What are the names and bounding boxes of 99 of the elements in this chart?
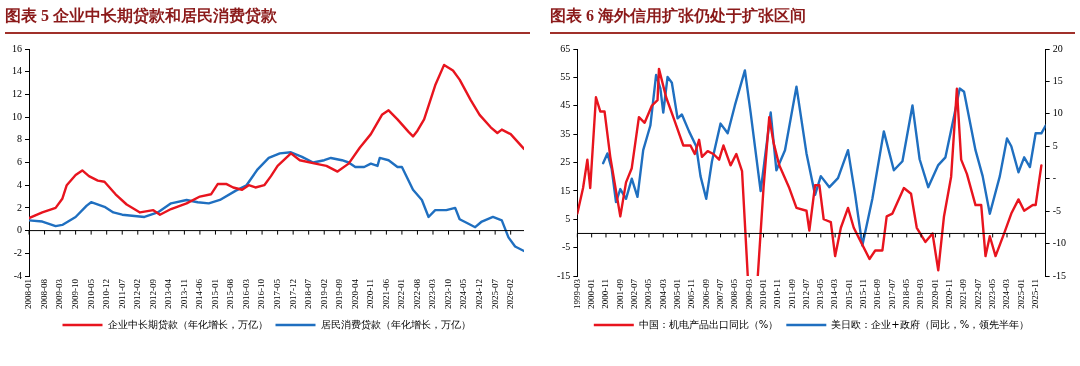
x-tick-label: 2019-09	[334, 278, 345, 309]
x-tick-label: 2017-12	[287, 279, 298, 309]
x-tick-label: 2012-07	[800, 278, 811, 309]
y-tick-label: 5	[565, 212, 571, 224]
x-tick-label: 2015-01	[843, 279, 854, 309]
y-tick-label: -5	[561, 241, 571, 253]
x-tick-label: 2020-04	[349, 278, 360, 309]
x-tick-label: 2015-08	[225, 278, 236, 309]
x-tick-label: 2011-07	[116, 278, 127, 309]
x-tick-label: 2011-09	[786, 278, 797, 309]
legend-label: 中国：机电产品出口同比（%）	[638, 318, 779, 330]
x-tick-label: 2010-11	[772, 279, 783, 309]
x-tick-label: 2014-06	[194, 278, 205, 309]
x-tick-label: 2013-05	[815, 278, 826, 309]
x-tick-label: 2015-11	[858, 279, 869, 309]
y-tick-label: 55	[560, 71, 571, 82]
y-tick-label: 6	[17, 156, 22, 168]
y-tick-label: 12	[12, 88, 22, 100]
y-tick-label: 2	[17, 201, 22, 213]
x-tick-label: 2010-01	[757, 279, 768, 309]
x-tick-label: 2009-10	[69, 278, 80, 309]
y-tick-label: 65	[560, 42, 571, 54]
x-tick-label: 2021-09	[958, 278, 969, 309]
x-tick-label: 2012-02	[132, 279, 143, 309]
x-tick-label: 2020-01	[929, 279, 940, 309]
y-tick-label: 25	[560, 156, 571, 168]
x-tick-label: 2009-03	[54, 278, 65, 309]
x-tick-label: 2016-10	[256, 278, 267, 309]
y2-tick-label: 20	[1052, 42, 1063, 54]
chart-title: 图表 6 海外信用扩张仍处于扩张区间	[550, 0, 1075, 34]
x-tick-label: 2005-01	[671, 279, 682, 309]
x-tick-label: 2001-09	[614, 278, 625, 309]
x-tick-label: 2000-01	[586, 279, 597, 309]
y-tick-label: 8	[17, 133, 22, 145]
x-tick-label: 2022-01	[396, 279, 407, 309]
x-tick-label: 2017-05	[271, 278, 282, 309]
x-tick-label: 2013-04	[163, 278, 174, 309]
x-tick-label: 2007-07	[714, 278, 725, 309]
x-tick-label: 2023-03	[427, 278, 438, 309]
x-tick-label: 1999-03	[571, 278, 582, 309]
y-tick-label: 0	[17, 224, 22, 236]
x-tick-label: 2019-03	[915, 278, 926, 309]
x-tick-label: 2003-05	[643, 278, 654, 309]
x-tick-label: 2017-07	[886, 278, 897, 309]
x-tick-label: 2023-05	[987, 278, 998, 309]
y-tick-label: -15	[556, 269, 571, 281]
x-tick-label: 2010-12	[101, 279, 112, 309]
x-tick-label: 2002-07	[628, 278, 639, 309]
y2-tick-label: -5	[1052, 204, 1062, 216]
x-tick-label: 2025-11	[1030, 279, 1040, 309]
x-tick-label: 2016-03	[240, 278, 251, 309]
x-tick-label: 2014-03	[829, 278, 840, 309]
y2-tick-label: -15	[1052, 269, 1067, 281]
x-tick-label: 2024-03	[1001, 278, 1012, 309]
x-tick-label: 2021-06	[380, 278, 391, 309]
x-tick-label: 2008-01	[23, 279, 34, 309]
x-tick-label: 2026-02	[505, 279, 516, 309]
x-tick-label: 2024-12	[473, 279, 484, 309]
x-tick-label: 2009-03	[743, 278, 754, 309]
x-tick-label: 2019-02	[318, 279, 329, 309]
x-tick-label: 2020-11	[944, 279, 955, 309]
x-tick-label: 2010-05	[85, 278, 96, 309]
chart-title: 图表 5 企业中长期贷款和居民消费贷款	[5, 0, 530, 34]
x-tick-label: 2006-09	[700, 278, 711, 309]
x-tick-label: 2018-05	[901, 278, 912, 309]
x-tick-label: 2025-01	[1015, 279, 1026, 309]
y-tick-label: -2	[13, 246, 22, 258]
x-tick-label: 2024-05	[458, 278, 469, 309]
x-tick-label: 2020-11	[365, 279, 376, 309]
x-tick-label: 2008-05	[729, 278, 740, 309]
x-tick-label: 2004-03	[657, 278, 668, 309]
x-tick-label: 2013-11	[178, 279, 189, 309]
y2-tick-label: 15	[1052, 75, 1063, 87]
x-tick-label: 2012-09	[147, 278, 158, 309]
x-tick-label: 2025-07	[489, 278, 500, 309]
y-tick-label: 14	[12, 65, 22, 77]
legend-label: 美日欧：企业+政府（同比，%，领先半年）	[831, 318, 1030, 330]
legend-label: 企业中长期贷款（年化增长，万亿）	[107, 318, 268, 330]
legend-label: 居民消费贷款（年化增长，万亿）	[320, 318, 471, 330]
y2-tick-label: -	[1052, 172, 1057, 184]
y-tick-label: 45	[560, 99, 571, 111]
y-tick-label: 35	[560, 127, 571, 139]
y-tick-label: -4	[13, 269, 22, 281]
y-tick-label: 4	[17, 178, 22, 190]
y2-tick-label: 10	[1052, 107, 1063, 119]
x-tick-label: 2023-10	[442, 278, 453, 309]
y2-tick-label: -10	[1052, 237, 1067, 249]
x-tick-label: 2008-08	[38, 278, 49, 309]
y-tick-label: 15	[560, 184, 571, 196]
y-tick-label: 16	[12, 42, 22, 54]
x-tick-label: 2015-01	[209, 279, 220, 309]
y2-tick-label: 5	[1052, 139, 1058, 151]
x-tick-label: 2022-08	[411, 278, 422, 309]
y-tick-label: 10	[12, 110, 22, 122]
x-tick-label: 2016-09	[872, 278, 883, 309]
x-tick-label: 2000-11	[600, 279, 611, 309]
x-tick-label: 2018-07	[303, 278, 314, 309]
x-tick-label: 2022-07	[972, 278, 983, 309]
x-tick-label: 2005-11	[686, 279, 697, 309]
